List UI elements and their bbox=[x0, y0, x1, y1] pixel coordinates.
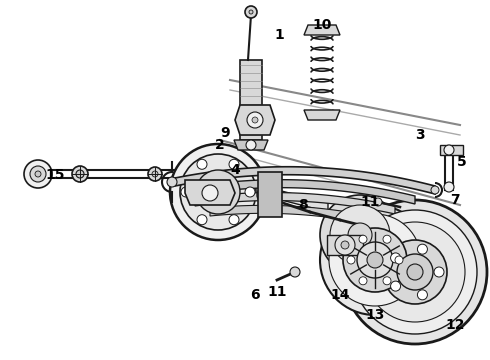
Circle shape bbox=[72, 166, 88, 182]
Circle shape bbox=[257, 187, 273, 203]
Circle shape bbox=[148, 167, 162, 181]
Circle shape bbox=[330, 205, 390, 265]
Text: 2: 2 bbox=[215, 138, 225, 152]
Polygon shape bbox=[185, 180, 235, 205]
Polygon shape bbox=[195, 193, 395, 214]
Text: 15: 15 bbox=[45, 168, 65, 182]
Polygon shape bbox=[304, 25, 340, 35]
Circle shape bbox=[359, 277, 367, 285]
Circle shape bbox=[181, 187, 191, 197]
Circle shape bbox=[197, 215, 207, 225]
Circle shape bbox=[202, 185, 218, 201]
Circle shape bbox=[35, 171, 41, 177]
Text: 11: 11 bbox=[360, 195, 380, 209]
Circle shape bbox=[229, 215, 239, 225]
Polygon shape bbox=[175, 167, 435, 194]
Text: 10: 10 bbox=[312, 18, 332, 32]
Circle shape bbox=[357, 242, 393, 278]
Circle shape bbox=[367, 252, 383, 268]
Circle shape bbox=[196, 170, 240, 214]
Circle shape bbox=[417, 244, 427, 254]
Circle shape bbox=[347, 256, 355, 264]
Polygon shape bbox=[440, 145, 463, 155]
Circle shape bbox=[348, 223, 372, 247]
Text: 13: 13 bbox=[366, 308, 385, 322]
Circle shape bbox=[246, 140, 256, 150]
Circle shape bbox=[353, 210, 477, 334]
Circle shape bbox=[417, 290, 427, 300]
Polygon shape bbox=[304, 110, 340, 120]
Polygon shape bbox=[327, 235, 363, 255]
Circle shape bbox=[247, 112, 263, 128]
Circle shape bbox=[24, 160, 52, 188]
Circle shape bbox=[434, 267, 444, 277]
Text: 14: 14 bbox=[330, 288, 350, 302]
Polygon shape bbox=[234, 140, 268, 150]
Circle shape bbox=[395, 256, 403, 264]
Circle shape bbox=[76, 170, 84, 178]
Polygon shape bbox=[240, 60, 262, 140]
Text: 7: 7 bbox=[450, 193, 460, 207]
Text: 8: 8 bbox=[298, 198, 308, 212]
Circle shape bbox=[359, 235, 367, 243]
Circle shape bbox=[343, 228, 407, 292]
Text: 3: 3 bbox=[415, 128, 425, 142]
Text: 11: 11 bbox=[267, 285, 287, 299]
Polygon shape bbox=[266, 187, 328, 212]
Circle shape bbox=[320, 195, 400, 275]
Text: 1: 1 bbox=[274, 28, 284, 42]
Polygon shape bbox=[258, 172, 282, 217]
Circle shape bbox=[335, 235, 355, 255]
Text: 9: 9 bbox=[220, 126, 230, 140]
Circle shape bbox=[167, 177, 177, 187]
Circle shape bbox=[444, 182, 454, 192]
Circle shape bbox=[252, 117, 258, 123]
Circle shape bbox=[229, 159, 239, 169]
Circle shape bbox=[290, 267, 300, 277]
Circle shape bbox=[383, 240, 447, 304]
Circle shape bbox=[180, 154, 256, 230]
Circle shape bbox=[341, 241, 349, 249]
Circle shape bbox=[249, 10, 253, 14]
Circle shape bbox=[170, 144, 266, 240]
Circle shape bbox=[391, 281, 401, 291]
Circle shape bbox=[208, 182, 228, 202]
Polygon shape bbox=[185, 180, 415, 204]
Circle shape bbox=[374, 198, 382, 206]
Circle shape bbox=[431, 186, 439, 194]
Text: 5: 5 bbox=[457, 155, 467, 169]
Circle shape bbox=[245, 6, 257, 18]
Circle shape bbox=[383, 235, 391, 243]
Circle shape bbox=[329, 214, 421, 306]
Circle shape bbox=[245, 187, 255, 197]
Circle shape bbox=[343, 200, 487, 344]
Polygon shape bbox=[235, 105, 275, 135]
Text: 4: 4 bbox=[230, 163, 240, 177]
Circle shape bbox=[365, 222, 465, 322]
Text: 6: 6 bbox=[250, 288, 260, 302]
Circle shape bbox=[320, 205, 430, 315]
Circle shape bbox=[152, 171, 158, 177]
Circle shape bbox=[444, 145, 454, 155]
Circle shape bbox=[30, 166, 46, 182]
Circle shape bbox=[197, 159, 207, 169]
Text: 12: 12 bbox=[445, 318, 465, 332]
Polygon shape bbox=[170, 184, 213, 198]
Polygon shape bbox=[210, 205, 370, 224]
Circle shape bbox=[397, 254, 433, 290]
Circle shape bbox=[407, 264, 423, 280]
Circle shape bbox=[383, 277, 391, 285]
Circle shape bbox=[391, 253, 401, 263]
